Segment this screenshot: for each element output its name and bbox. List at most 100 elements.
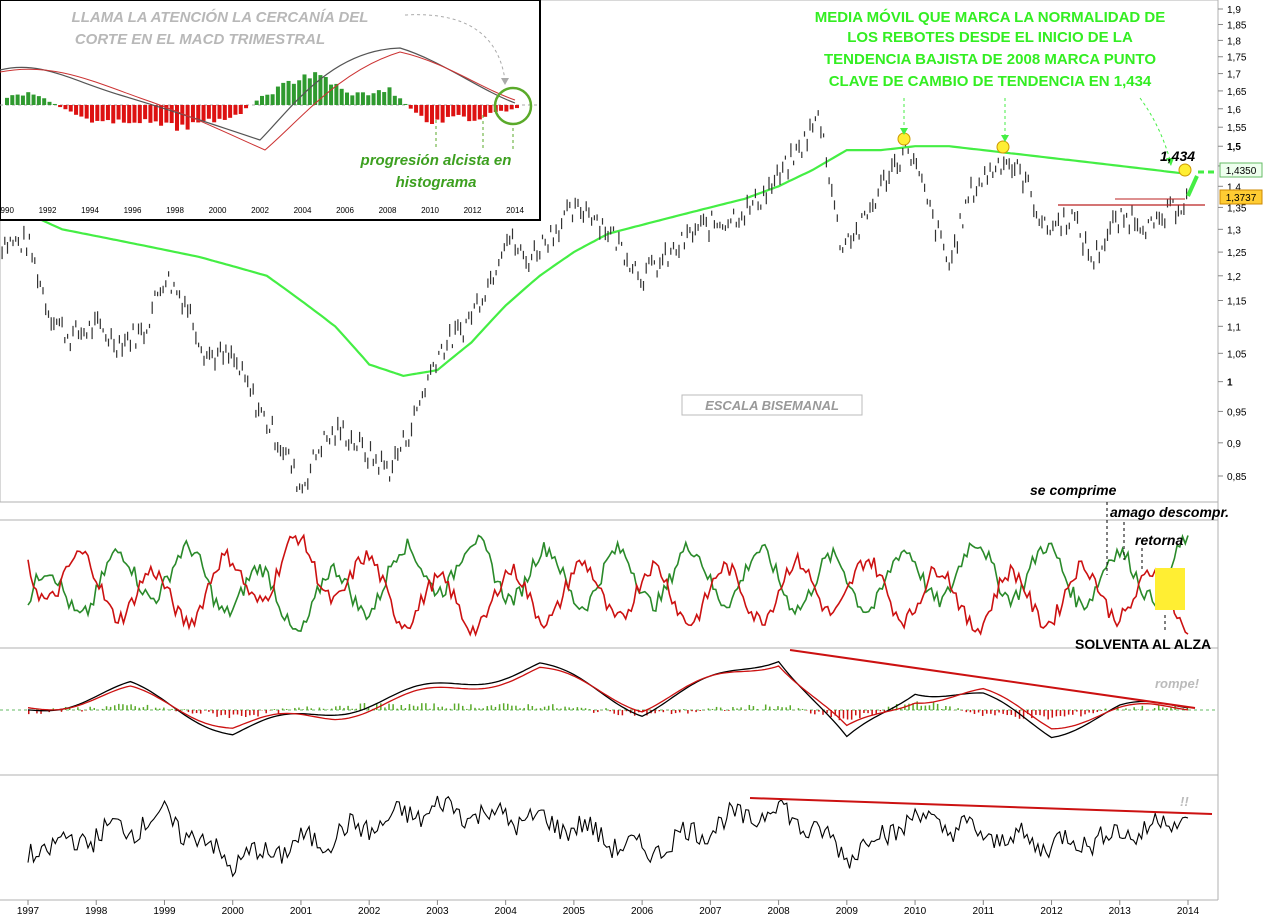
macd-histogram-bar <box>363 703 366 710</box>
macd-histogram-bar <box>994 710 996 716</box>
macd-histogram-bar <box>376 704 378 710</box>
scale-label-box <box>681 394 863 416</box>
macd-histogram-bar <box>1125 708 1127 710</box>
macd-histogram-bar <box>68 707 71 710</box>
histogram-bar <box>137 105 142 124</box>
macd-histogram-bar <box>977 710 980 713</box>
macd-histogram-bar <box>359 703 362 710</box>
macd-histogram-bar <box>588 709 591 710</box>
macd-cross-circle <box>493 86 533 126</box>
macd-histogram-bar <box>556 708 558 710</box>
macd-histogram-bar <box>875 710 877 714</box>
macd-histogram-bar <box>466 708 468 710</box>
macd-histogram-bar <box>441 706 444 710</box>
macd-histogram-bar <box>724 710 726 711</box>
inset-x-tick-label: 1992 <box>39 206 57 215</box>
macd-histogram-bar <box>228 710 231 719</box>
macd-histogram-bar <box>764 704 767 710</box>
macd-histogram-bar <box>965 710 968 713</box>
macd-histogram-bar <box>863 710 865 713</box>
macd-histogram-bar <box>486 706 489 710</box>
macd-histogram-bar <box>1002 710 1004 714</box>
macd-histogram-bar <box>867 710 869 714</box>
ma-value-label: 1,4350 <box>1226 166 1257 177</box>
macd-line <box>27 660 1189 739</box>
macd-histogram-bar <box>715 706 718 710</box>
macd-histogram-bar <box>1157 705 1160 710</box>
histogram-bar <box>392 95 397 105</box>
price-bars <box>1 110 1188 494</box>
macd-histogram-bar <box>134 706 136 710</box>
macd-histogram-bar <box>940 709 943 710</box>
macd-histogram-bar <box>539 708 542 710</box>
x-tick-label: 1998 <box>85 906 108 917</box>
macd-histogram-bar <box>1026 710 1029 715</box>
macd-histogram-bar <box>502 703 505 710</box>
macd-histogram-bar <box>785 707 787 710</box>
histogram-bar <box>345 92 349 105</box>
macd-histogram-bar <box>592 710 595 713</box>
macd-histogram-bar <box>777 706 779 710</box>
oscillator-panel <box>27 533 1189 637</box>
macd-panel <box>27 660 1189 739</box>
macd-histogram-bar <box>367 708 370 710</box>
macd-histogram-bar <box>1059 710 1062 716</box>
macd-histogram-bar <box>871 710 873 715</box>
macd-histogram-bar <box>220 710 222 716</box>
histogram-bar <box>408 105 413 109</box>
macd-inset-signal <box>0 51 516 151</box>
histogram-note-line-1: progresión alcista en <box>360 152 512 169</box>
macd-histogram-bar <box>1170 707 1172 710</box>
oscillator-line <box>27 533 1189 637</box>
macd-histogram-bar <box>187 710 190 713</box>
macd-histogram-bar <box>625 710 628 712</box>
note-exclaim: !! <box>1180 794 1189 809</box>
macd-histogram-bar <box>146 704 149 710</box>
x-tick-label: 2004 <box>495 906 518 917</box>
x-tick-label: 2010 <box>904 906 927 917</box>
macd-histogram-bar <box>728 710 730 711</box>
macd-histogram-bar <box>40 710 42 714</box>
macd-histogram-bar <box>154 707 157 710</box>
y-tick-label: 1,2 <box>1227 272 1241 283</box>
macd-histogram-bar <box>1072 710 1074 715</box>
histogram-bar <box>127 105 132 124</box>
macd-histogram-bar <box>1067 710 1070 715</box>
macd-histogram-bar <box>171 708 173 710</box>
macd-histogram-bar <box>433 703 435 710</box>
histogram-bar <box>313 72 318 105</box>
macd-histogram-bar <box>507 703 509 710</box>
macd-histogram-bar <box>1022 710 1025 719</box>
histogram-bar <box>169 105 174 124</box>
histogram-bar <box>435 105 440 120</box>
ma-note-line-3: TENDENCIA BAJISTA DE 2008 MARCA PUNTO <box>824 51 1156 68</box>
macd-histogram-bar <box>1006 710 1008 716</box>
macd-histogram-bar <box>474 707 476 710</box>
macd-histogram-bar <box>1084 710 1086 715</box>
histogram-bar <box>254 100 259 105</box>
macd-histogram-bar <box>294 707 296 710</box>
macd-histogram-bar <box>572 708 575 710</box>
macd-histogram-bar <box>838 710 841 721</box>
histogram-bar <box>20 95 25 105</box>
y-tick-label: 1,9 <box>1227 5 1241 16</box>
y-tick-label: 1,35 <box>1227 203 1247 214</box>
histogram-bar <box>265 94 270 105</box>
histogram-bar <box>148 105 153 123</box>
macd-histogram-bar <box>912 703 914 710</box>
macd-histogram-bar <box>527 704 529 710</box>
macd-histogram-bar <box>400 705 403 710</box>
momentum-trendline <box>749 797 1213 815</box>
macd-histogram-bar <box>879 710 882 712</box>
histogram-bar <box>153 105 158 122</box>
histogram-bar <box>281 82 286 105</box>
macd-histogram-bar <box>498 704 501 710</box>
y-tick-label: 0,95 <box>1227 407 1247 418</box>
y-tick-label: 1,55 <box>1227 123 1247 134</box>
macd-histogram-bar <box>1014 710 1017 717</box>
histogram-bar <box>105 105 110 121</box>
x-tick-label: 2006 <box>631 906 654 917</box>
macd-histogram-bar <box>93 707 96 710</box>
histogram-bar <box>515 105 519 109</box>
macd-histogram-bar <box>1039 710 1041 716</box>
